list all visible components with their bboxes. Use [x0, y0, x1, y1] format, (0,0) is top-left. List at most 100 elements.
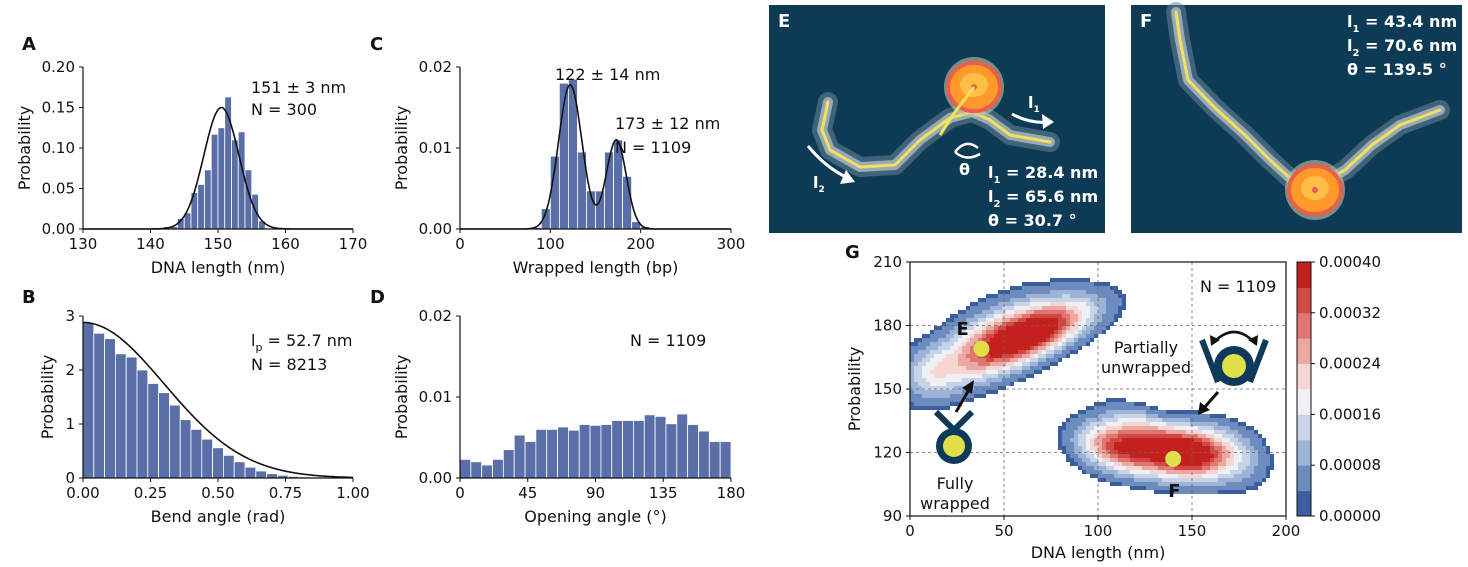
panel-G-density-cell: [1078, 346, 1082, 350]
panel-B-bar: [115, 353, 127, 479]
panel-G-density-cell: [1246, 462, 1250, 466]
panel-G-density-cell: [1070, 426, 1074, 430]
panel-E-theta-arc-lower: [954, 151, 981, 159]
panel-G-density-cell: [1050, 318, 1054, 322]
panel-G-density-cell: [1086, 302, 1090, 306]
panel-G-density-cell: [974, 334, 978, 338]
panel-G-density-cell: [1098, 438, 1102, 442]
panel-G-density-cell: [1222, 486, 1226, 490]
panel-G-density-cell: [1074, 326, 1078, 330]
panel-G-density-cell: [1062, 282, 1066, 286]
panel-G-density-cell: [958, 378, 962, 382]
panel-G-density-cell: [1198, 482, 1202, 486]
panel-G-density-cell: [1114, 442, 1118, 446]
panel-G-density-cell: [990, 302, 994, 306]
panel-G-density-cell: [1046, 282, 1050, 286]
panel-G-density-cell: [1230, 450, 1234, 454]
panel-G-density-cell: [950, 390, 954, 394]
panel-G-density-cell: [990, 298, 994, 302]
panel-G-density-cell: [1098, 298, 1102, 302]
panel-G-xtick-label: 200: [1272, 522, 1301, 540]
panel-G-density-cell: [1138, 402, 1142, 406]
panel-G-density-cell: [1238, 462, 1242, 466]
panel-G-density-cell: [990, 346, 994, 350]
panel-G-density-cell: [1074, 330, 1078, 334]
panel-G-density-cell: [1026, 306, 1030, 310]
panel-G-density-cell: [1070, 346, 1074, 350]
panel-G-density-cell: [998, 294, 1002, 298]
panel-G-density-cell: [1158, 414, 1162, 418]
panel-G-density-cell: [1014, 306, 1018, 310]
partially-unwrapped-rotation-arrowhead: [1248, 335, 1258, 346]
panel-G-density-cell: [1146, 422, 1150, 426]
panel-G-density-cell: [974, 314, 978, 318]
panel-G-density-cell: [1106, 318, 1110, 322]
panel-G-density-cell: [930, 382, 934, 386]
panel-G-density-cell: [982, 382, 986, 386]
panel-G-density-cell: [1026, 290, 1030, 294]
panel-G-density-cell: [1030, 334, 1034, 338]
panel-G-density-cell: [1166, 414, 1170, 418]
panel-G-density-cell: [1034, 282, 1038, 286]
panel-G-density-cell: [1042, 334, 1046, 338]
panel-G-density-cell: [1106, 290, 1110, 294]
panel-G-density-cell: [1206, 458, 1210, 462]
panel-G-density-cell: [1162, 462, 1166, 466]
panel-A-xlabel: DNA length (nm): [151, 258, 286, 277]
panel-G-density-cell: [1038, 314, 1042, 318]
panel-G-density-cell: [1018, 366, 1022, 370]
panel-B-bar: [136, 369, 149, 479]
panel-G-density-cell: [1062, 342, 1066, 346]
panel-G-density-cell: [918, 406, 922, 410]
panel-G-density-cell: [998, 378, 1002, 382]
panel-G-density-cell: [1014, 318, 1018, 322]
panel-G-density-cell: [1046, 318, 1050, 322]
panel-G-density-cell: [998, 298, 1002, 302]
panel-G-density-cell: [1122, 410, 1126, 414]
panel-G-density-cell: [986, 294, 990, 298]
panel-G-density-cell: [1170, 490, 1174, 494]
panel-G-density-cell: [966, 334, 970, 338]
panel-G-density-cell: [1138, 422, 1142, 426]
panel-G-density-cell: [1118, 306, 1122, 310]
panel-C-annotation: N = 1109: [615, 138, 691, 157]
panel-G-density-cell: [966, 358, 970, 362]
panel-G-density-cell: [1166, 430, 1170, 434]
panel-G-density-cell: [1030, 362, 1034, 366]
panel-G-density-cell: [1150, 450, 1154, 454]
panel-G-density-cell: [1070, 326, 1074, 330]
panel-G-density-cell: [1010, 302, 1014, 306]
panel-D-bar: [611, 420, 624, 479]
panel-G-density-cell: [1142, 410, 1146, 414]
panel-G-density-cell: [922, 342, 926, 346]
panel-G-density-cell: [1034, 370, 1038, 374]
panel-G-density-cell: [1106, 426, 1110, 430]
panel-G-density-cell: [1042, 362, 1046, 366]
panel-G-density-cell: [930, 402, 934, 406]
panel-G-density-cell: [1206, 446, 1210, 450]
panel-G-density-cell: [1258, 446, 1262, 450]
panel-G-density-cell: [938, 350, 942, 354]
panel-G-density-cell: [1082, 446, 1086, 450]
panel-G-density-cell: [1014, 358, 1018, 362]
panel-G-density-cell: [1086, 306, 1090, 310]
panel-G-density-cell: [1266, 454, 1270, 458]
panel-G-density-cell: [1078, 334, 1082, 338]
panel-G-density-cell: [1038, 322, 1042, 326]
panel-C-ytick-label: 0.02: [419, 58, 452, 76]
panel-G-density-cell: [926, 342, 930, 346]
panel-G-density-cell: [1090, 326, 1094, 330]
panel-B-bar: [190, 428, 203, 479]
panel-G-density-cell: [1214, 422, 1218, 426]
panel-G-density-cell: [1174, 438, 1178, 442]
panel-G-density-cell: [1018, 342, 1022, 346]
panel-G-density-cell: [974, 390, 978, 394]
panel-G-density-cell: [1102, 474, 1106, 478]
panel-G-density-cell: [1162, 418, 1166, 422]
panel-G-density-cell: [1202, 438, 1206, 442]
panel-G-density-cell: [1058, 346, 1062, 350]
panel-G-density-cell: [1158, 462, 1162, 466]
panel-G-density-cell: [1014, 350, 1018, 354]
panel-G-density-cell: [1230, 458, 1234, 462]
panel-G-density-cell: [1246, 442, 1250, 446]
